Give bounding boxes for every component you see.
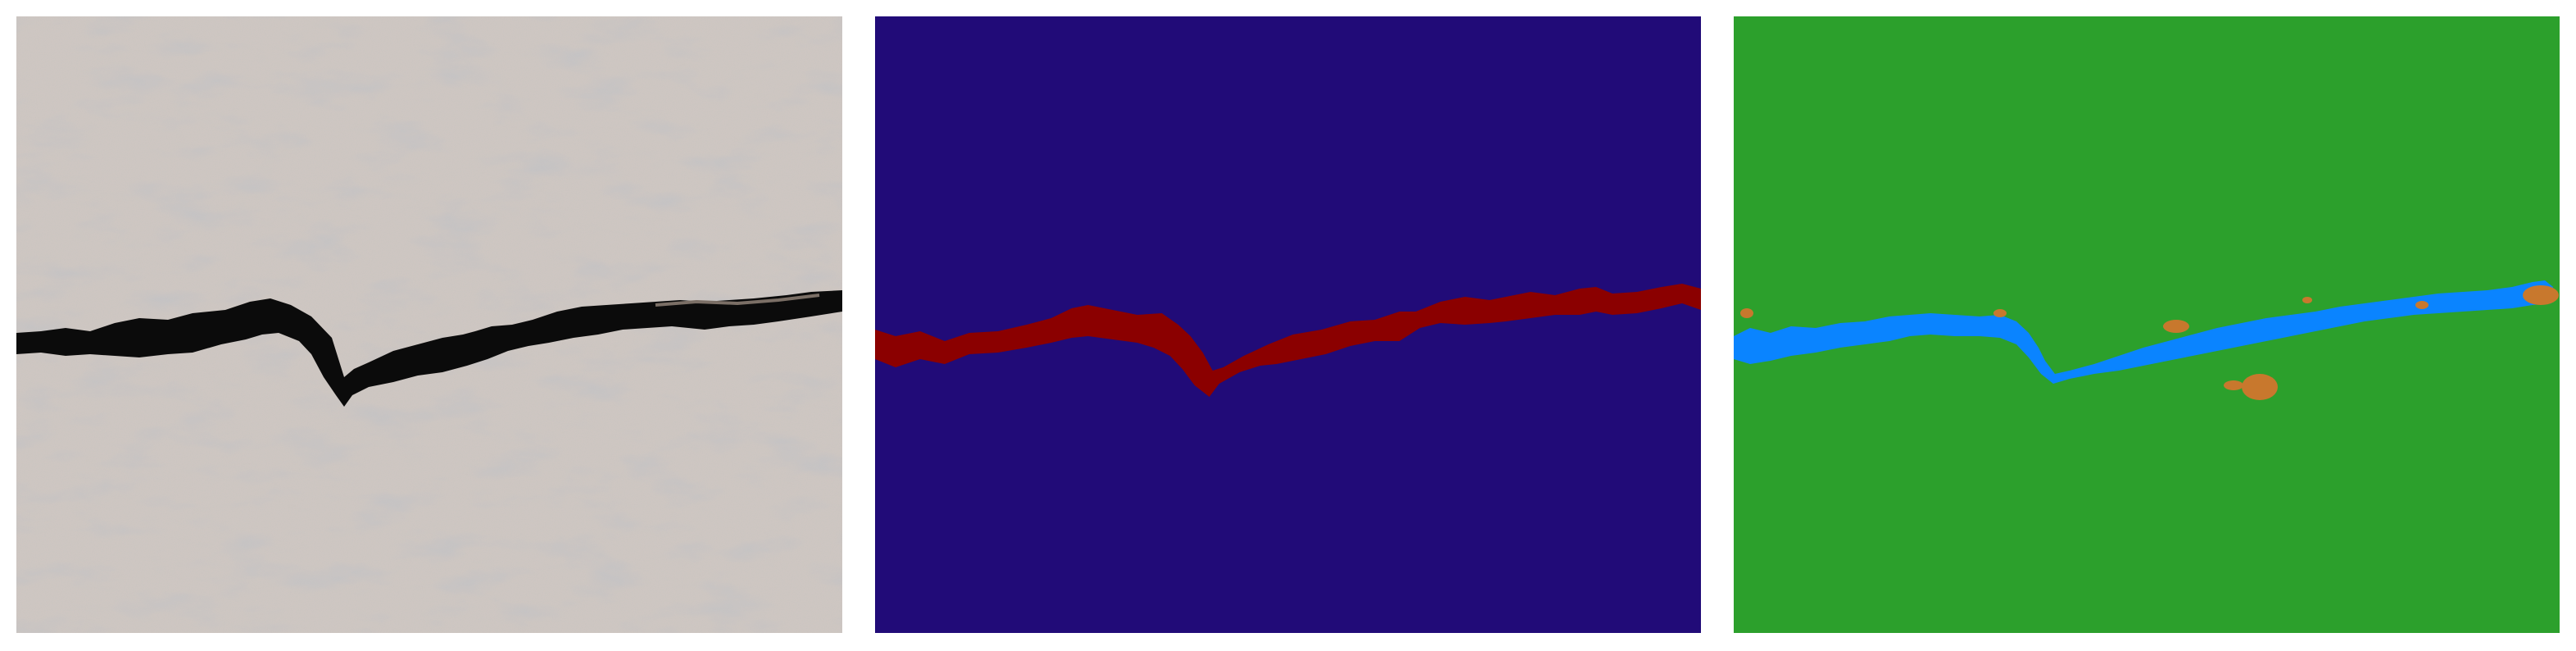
ground-truth-mask xyxy=(875,16,1701,633)
noise-blob xyxy=(2242,374,2278,400)
ground-truth-mask-panel xyxy=(875,16,1701,633)
prediction-mask xyxy=(1734,16,2560,633)
noise-blob xyxy=(1993,309,2007,317)
concrete-crack-photo-panel xyxy=(16,16,842,633)
noise-blob xyxy=(1740,308,1753,318)
noise-blob xyxy=(2302,297,2312,303)
false-positive-blobs xyxy=(1740,285,2559,400)
crack-region xyxy=(875,284,1701,397)
concrete-crack-photo xyxy=(16,16,842,633)
crack xyxy=(16,290,842,407)
noise-blob xyxy=(2523,285,2559,305)
mask-background xyxy=(875,16,1701,633)
prediction-mask-panel xyxy=(1734,16,2560,633)
noise-blob xyxy=(2415,301,2429,309)
noise-blob xyxy=(2163,320,2189,333)
crack-debris xyxy=(655,294,820,307)
crack-region xyxy=(1734,280,2553,384)
noise-blob xyxy=(2224,380,2243,390)
